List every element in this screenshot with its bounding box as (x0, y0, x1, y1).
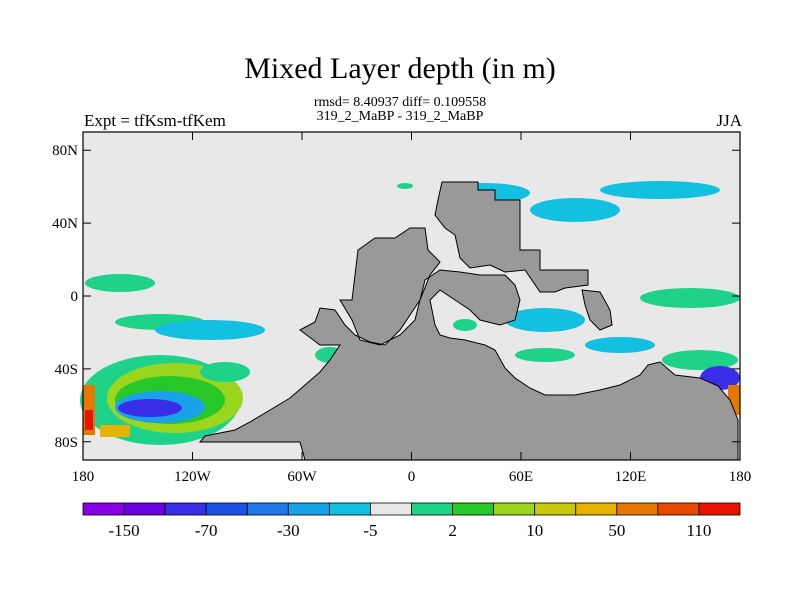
colorbar-box (164, 502, 207, 516)
colorbar-box (370, 502, 412, 516)
subtitle-experiments: 319_2_MaBP - 319_2_MaBP (316, 109, 484, 124)
x-tick: 60W (287, 132, 317, 485)
land-mask (198, 181, 739, 461)
y-tick-label: 40S (55, 362, 78, 378)
colorbar-box (328, 502, 371, 516)
field-patch (397, 183, 413, 189)
field-patch (515, 348, 575, 362)
y-tick-label: 80N (52, 143, 78, 159)
experiment-label: Expt = tfKsm-tfKem (84, 111, 226, 130)
x-tick-label: 60E (509, 469, 533, 485)
x-tick: 180 (72, 132, 95, 485)
chart-subtitle: rmsd= 8.40937 diff= 0.109558 319_2_MaBP … (0, 96, 800, 124)
land-polygon (581, 289, 613, 331)
field-patch (585, 337, 655, 353)
y-tick: 40N (52, 216, 740, 232)
field-patch (100, 425, 130, 437)
field-patch (600, 181, 720, 199)
colorbar-box (616, 502, 659, 516)
x-tick-label: 60W (287, 469, 317, 485)
subtitle-stats: rmsd= 8.40937 diff= 0.109558 (313, 95, 487, 110)
x-tick-label: 120W (174, 469, 212, 485)
colorbar-box (575, 502, 618, 516)
x-tick-label: 180 (729, 469, 752, 485)
field-patch (85, 274, 155, 292)
x-tick: 180 (729, 132, 752, 485)
y-tick-label: 80S (55, 435, 78, 451)
field-patch (662, 350, 738, 370)
field-patch (85, 410, 93, 430)
plot-area (80, 131, 741, 461)
colorbar-box (287, 502, 330, 516)
y-tick-label: 40N (52, 216, 78, 232)
land-polygon (434, 181, 589, 293)
y-tick-label: 0 (71, 289, 79, 305)
x-axis: 180 120W 60W 0 60E 120E 180 (72, 132, 752, 485)
y-tick: 40S (55, 362, 740, 378)
y-tick: 80S (55, 435, 740, 451)
colorbar-box (452, 502, 495, 516)
x-tick: 60E (509, 132, 533, 485)
field-patch (453, 319, 477, 331)
colorbar-box (493, 502, 536, 516)
y-axis: 80N 40N 0 40S 80S (52, 143, 740, 451)
colorbar-label: 50 (608, 521, 625, 540)
field-patch (118, 399, 182, 417)
x-tick: 120W (174, 132, 212, 485)
colorbar-label: 110 (687, 521, 712, 540)
colorbar-box (534, 502, 577, 516)
field-patch (505, 308, 585, 332)
colorbar-box (123, 502, 166, 516)
colorbar-label: 10 (526, 521, 543, 540)
colorbar: -150 -70 -30 -5 2 10 50 110 (82, 502, 741, 540)
colorbar-box (657, 502, 700, 516)
x-tick-label: 0 (408, 469, 416, 485)
x-tick-label: 120E (615, 469, 647, 485)
x-tick: 120E (615, 132, 647, 485)
colorbar-label: -30 (277, 521, 300, 540)
x-tick: 0 (408, 132, 416, 485)
chart-title: Mixed Layer depth (in m) (244, 52, 556, 85)
field-patch (530, 198, 620, 222)
colorbar-label: -150 (108, 521, 139, 540)
colorbar-label: 2 (448, 521, 457, 540)
colorbar-label: -70 (195, 521, 218, 540)
colorbar-box (698, 502, 741, 516)
y-tick: 80N (52, 143, 740, 159)
colorbar-box (205, 502, 248, 516)
colorbar-label: -5 (363, 521, 377, 540)
colorbar-box (411, 502, 453, 516)
field-patch (640, 288, 740, 308)
colorbar-box (246, 502, 289, 516)
y-tick: 0 (71, 289, 740, 305)
field-patch (200, 362, 250, 382)
field-patch (155, 320, 265, 340)
mld-field-patches (80, 181, 740, 445)
colorbar-box (82, 502, 125, 516)
land-polygon (198, 227, 739, 461)
x-tick-label: 180 (72, 469, 95, 485)
season-label: JJA (716, 111, 742, 130)
